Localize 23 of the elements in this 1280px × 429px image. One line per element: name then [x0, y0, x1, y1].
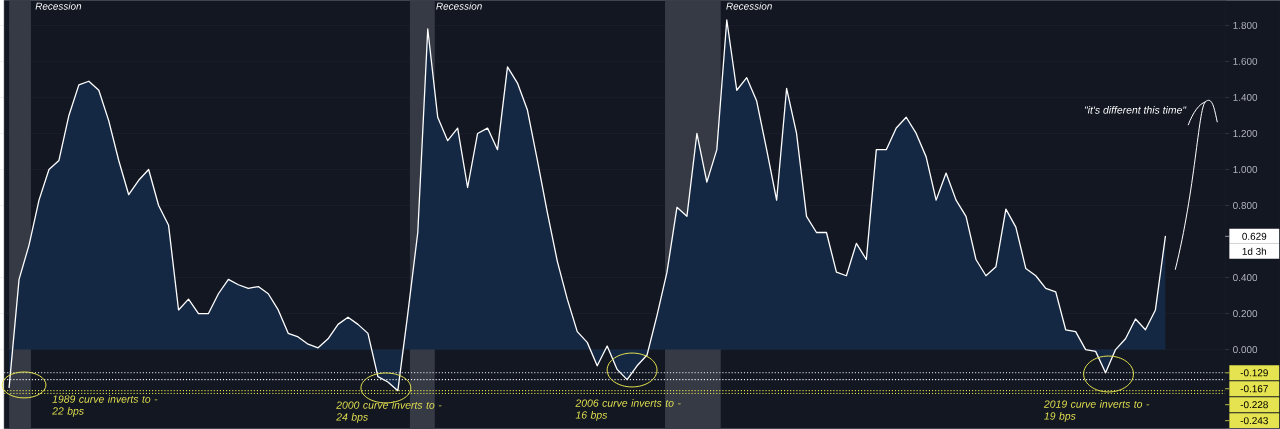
annotation: 2019 curve inverts to -19 bps [1043, 400, 1150, 422]
y-tick-label: 0.800 [1233, 201, 1258, 210]
annotation: 2006 curve inverts to -16 bps [575, 399, 681, 421]
annotation: 2000 curve inverts to -24 bps [336, 401, 442, 423]
annotation: 1989 curve inverts to -22 bps [52, 395, 158, 417]
y-tick-label: 1.000 [1233, 165, 1258, 173]
y-tick-label: 0.200 [1233, 310, 1258, 318]
ref-line-label: -0.129 [1240, 369, 1268, 377]
y-tick-label: 0.400 [1233, 274, 1258, 282]
annotation: Recession [436, 2, 482, 10]
ref-line-label: -0.228 [1240, 401, 1268, 409]
text: 0.629 [1242, 232, 1267, 240]
ref-line-label: -0.167 [1240, 385, 1268, 393]
annotation: Recession [726, 2, 772, 10]
y-tick-label: 1.400 [1233, 93, 1258, 101]
y-tick-label: 1.600 [1233, 57, 1258, 65]
text: 1d 3h [1242, 247, 1267, 255]
annotation: "it's different this time" [1084, 106, 1187, 114]
annotation: Recession [35, 2, 82, 10]
y-tick-label: 1.200 [1233, 129, 1258, 137]
ref-line-label: -0.243 [1240, 417, 1268, 425]
y-tick-label: 0.000 [1233, 346, 1258, 354]
y-tick-label: 1.800 [1233, 21, 1258, 29]
